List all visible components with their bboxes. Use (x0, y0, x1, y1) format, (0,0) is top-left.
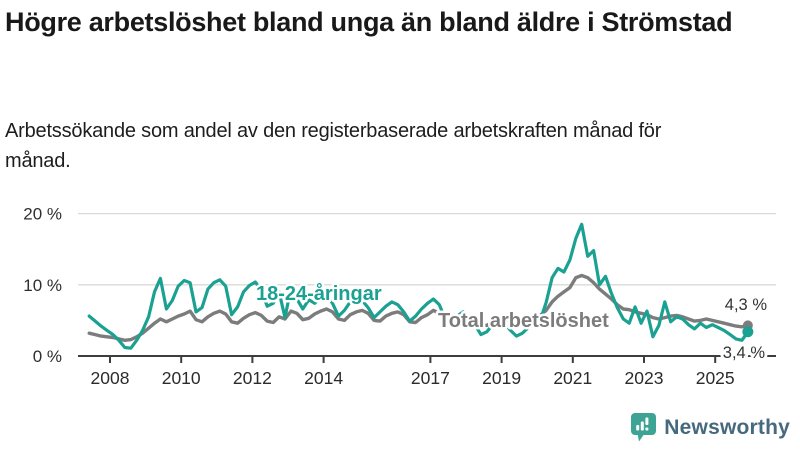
newsworthy-chart-bubble-icon (631, 413, 657, 442)
x-axis-tick-label: 2014 (304, 368, 343, 388)
end-value-label-total: 4,3 % (725, 296, 768, 314)
y-axis-tick-label: 20 % (23, 205, 62, 224)
newsworthy-logo-text: Newsworthy (664, 415, 790, 439)
y-axis-tick-label: 0 % (33, 347, 62, 366)
labels: 0 % 10 % 20 % 2008 2010 2012 2014 2017 2019 2021 2… (23, 205, 770, 388)
axes (78, 355, 776, 363)
series-label-total: Total arbetslöshet (438, 310, 609, 332)
x-axis-tick-label: 2019 (482, 368, 521, 388)
x-axis-tick-label: 2025 (696, 368, 735, 388)
series-line-youth (87, 222, 750, 350)
series-lines (87, 222, 754, 350)
end-value-label-youth: 3,4 % (723, 344, 766, 362)
chart-title: Högre arbetslöshet bland unga än bland ä… (5, 7, 733, 37)
x-axis-tick-label: 2017 (411, 368, 450, 388)
x-axis-tick-label: 2010 (162, 368, 201, 388)
series-label-youth: 18-24-åringar (256, 282, 382, 305)
x-axis-tick-label: 2021 (553, 368, 592, 388)
y-axis-tick-label: 10 % (23, 276, 62, 295)
x-axis-tick-label: 2008 (91, 368, 130, 388)
series-end-dot-youth (742, 326, 754, 338)
newsworthy-logo: Newsworthy (630, 412, 790, 443)
x-axis-tick-label: 2023 (625, 368, 664, 388)
gridlines (78, 212, 776, 286)
x-axis-tick-label: 2012 (233, 368, 272, 388)
chart-subtitle: Arbetssökande som andel av den registerb… (5, 120, 662, 172)
